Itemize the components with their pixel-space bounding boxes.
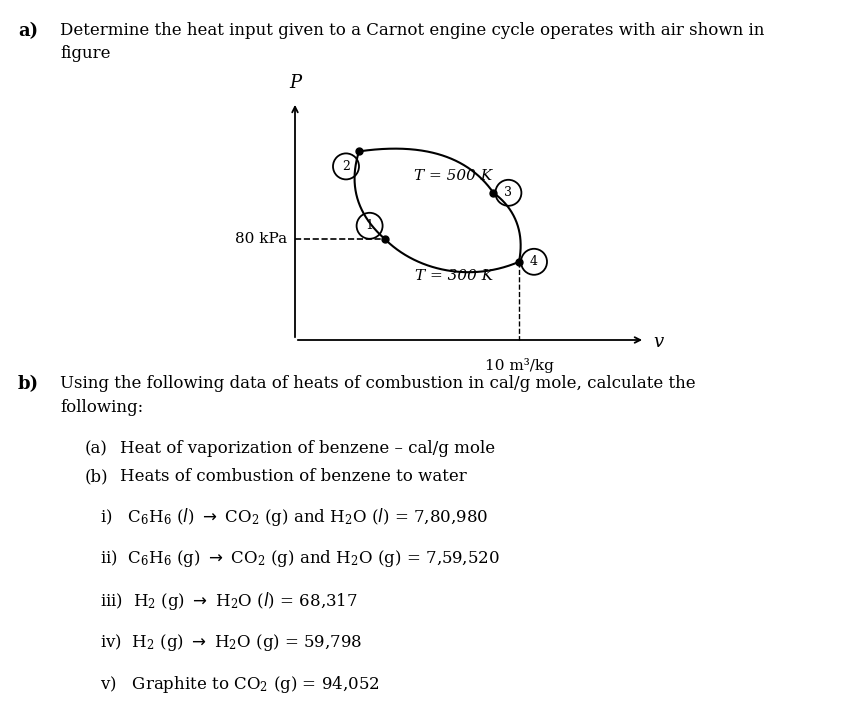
Text: T = 300 K: T = 300 K — [415, 269, 493, 283]
Text: v)   Graphite to $\mathregular{CO_2}$ (g) = 94,052: v) Graphite to $\mathregular{CO_2}$ (g) … — [100, 674, 380, 695]
Text: 1: 1 — [365, 220, 374, 232]
Text: Heats of combustion of benzene to water: Heats of combustion of benzene to water — [120, 468, 466, 485]
Text: Determine the heat input given to a Carnot engine cycle operates with air shown : Determine the heat input given to a Carn… — [60, 22, 764, 63]
Text: 2: 2 — [342, 160, 350, 173]
Text: iv)  $\mathregular{H_2}$ (g) $\rightarrow$ $\mathregular{H_2O}$ (g) = 59,798: iv) $\mathregular{H_2}$ (g) $\rightarrow… — [100, 632, 362, 653]
Text: iii)  $\mathregular{H_2}$ (g) $\rightarrow$ $\mathregular{H_2O}$ ($l$) = 68,317: iii) $\mathregular{H_2}$ (g) $\rightarro… — [100, 590, 358, 612]
Text: ii)  $\mathregular{C_6H_6}$ (g) $\rightarrow$ $\mathregular{CO_2}$ (g) and $\mat: ii) $\mathregular{C_6H_6}$ (g) $\rightar… — [100, 548, 499, 569]
Text: b): b) — [18, 375, 39, 393]
Text: T = 500 K: T = 500 K — [414, 169, 492, 184]
Text: 10 m³/kg: 10 m³/kg — [484, 358, 554, 373]
Text: 80 kPa: 80 kPa — [235, 232, 287, 246]
Text: P: P — [289, 74, 301, 92]
Text: (a): (a) — [85, 440, 108, 457]
Text: a): a) — [18, 22, 38, 40]
Text: i)   $\mathregular{C_6H_6}$ ($l$) $\rightarrow$ $\mathregular{CO_2}$ (g) and $\m: i) $\mathregular{C_6H_6}$ ($l$) $\righta… — [100, 506, 488, 528]
Text: v: v — [653, 333, 663, 351]
Text: (b): (b) — [85, 468, 109, 485]
Text: 4: 4 — [530, 256, 538, 268]
Text: Using the following data of heats of combustion in cal/g mole, calculate the
fol: Using the following data of heats of com… — [60, 375, 695, 416]
Text: 3: 3 — [505, 186, 512, 199]
Text: Heat of vaporization of benzene – cal/g mole: Heat of vaporization of benzene – cal/g … — [120, 440, 495, 457]
